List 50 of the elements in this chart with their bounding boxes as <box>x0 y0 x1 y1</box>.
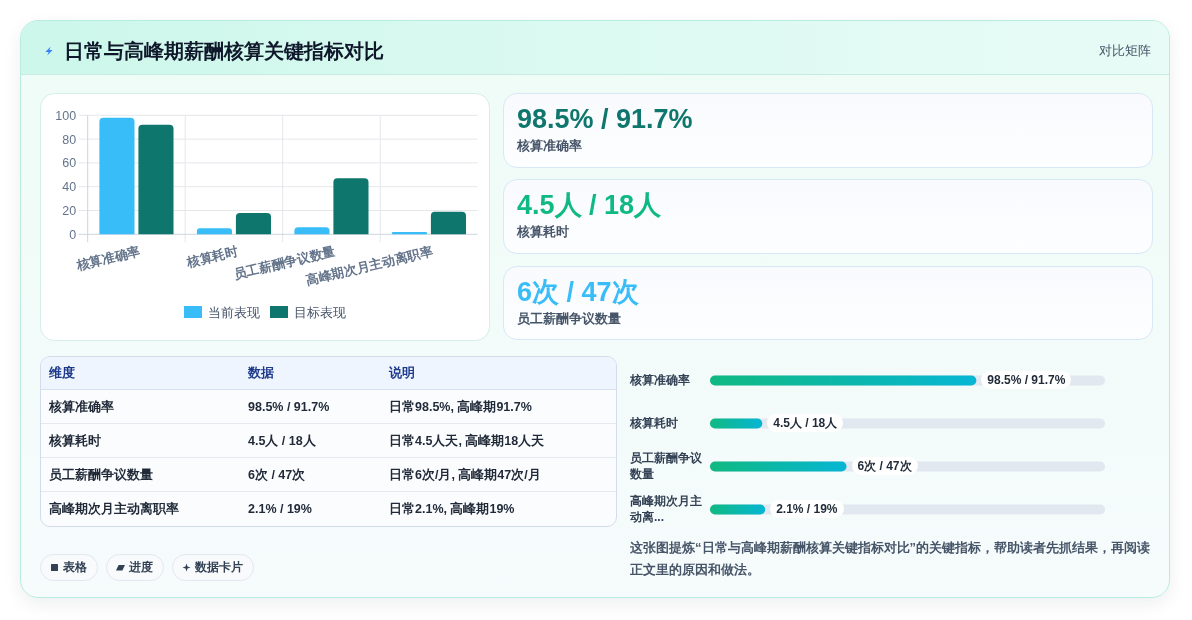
bar <box>710 504 766 514</box>
text: 高峰期次月主动离职率 <box>49 501 179 516</box>
text: 日常6次/月, 高峰期47次/月 <box>389 467 541 482</box>
chart-title: 日常与高峰期薪酬核算关键指标对比 <box>64 40 384 62</box>
bar <box>430 211 466 235</box>
data-label: 6次 / 47次 <box>851 457 918 475</box>
category-label: 说明 <box>389 365 415 382</box>
text: 日常4.5人天, 高峰期18人天 <box>389 433 545 448</box>
y-tick-label: 60 <box>62 156 77 171</box>
y-tick-label: 高峰期次月主动离... <box>630 493 703 525</box>
data-label: 4.5人 / 18人 <box>767 414 844 432</box>
y-tick-label: 员工薪酬争议数量 <box>630 450 703 482</box>
category-label: 数据 <box>248 365 274 382</box>
text: 员工薪酬争议数量 <box>49 467 153 482</box>
bar <box>99 117 135 235</box>
data-label: 98.5% / 91.7% <box>981 371 1072 389</box>
data-label: 2.1% / 19% <box>770 500 844 518</box>
y-tick-label: 100 <box>55 108 77 123</box>
y-tick-label: 核算准确率 <box>630 372 691 388</box>
text: 98.5% / 91.7% <box>517 104 693 134</box>
category-label: 维度 <box>49 364 75 382</box>
text: 4.5人 / 18人 <box>517 190 662 221</box>
legend-label: 目标表现 <box>294 304 346 320</box>
text: 这张图提炼“日常与高峰期薪酬核算关键指标对比”的关键指标，帮助读者先抓结果，再阅读正文里的原因和做法。 <box>630 539 1151 579</box>
text: 日常2.1%, 高峰期19% <box>389 501 515 516</box>
text: 对比矩阵 <box>1099 43 1151 59</box>
y-tick-label: 80 <box>62 132 77 147</box>
text: 核算耗时 <box>517 225 569 240</box>
text: 进度 <box>129 559 153 576</box>
y-tick-label: 40 <box>62 180 77 195</box>
text: 4.5人 / 18人 <box>248 433 316 448</box>
text: 员工薪酬争议数量 <box>517 311 621 326</box>
bar <box>710 418 763 428</box>
text: 日常98.5%, 高峰期91.7% <box>389 399 532 414</box>
legend-label: 当前表现 <box>208 304 260 320</box>
text: 表格 <box>63 559 87 576</box>
text: 6次 / 47次 <box>248 467 306 482</box>
bar <box>333 178 369 235</box>
bar <box>235 212 271 235</box>
text: 98.5% / 91.7% <box>248 399 330 414</box>
bar <box>294 227 330 235</box>
y-tick-label: 20 <box>62 203 77 218</box>
bar <box>196 228 232 235</box>
text: 核算准确率 <box>517 139 582 153</box>
text: 6次 / 47次 <box>517 276 639 307</box>
bar <box>138 124 174 235</box>
y-tick-label: 0 <box>69 227 77 242</box>
y-tick-label: 核算耗时 <box>630 415 679 431</box>
text: 数据卡片 <box>195 559 243 576</box>
text: 2.1% / 19% <box>248 501 312 516</box>
